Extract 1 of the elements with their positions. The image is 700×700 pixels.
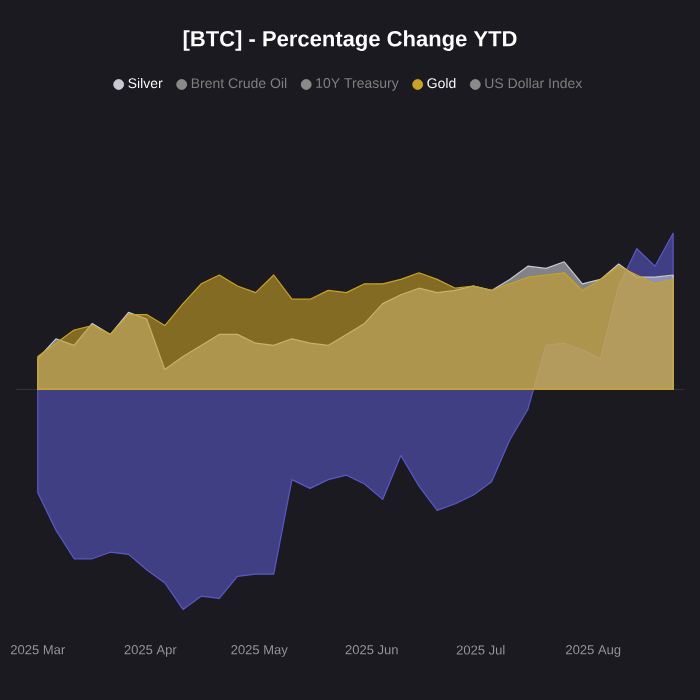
chart-title: [BTC] - Percentage Change YTD <box>183 30 517 51</box>
